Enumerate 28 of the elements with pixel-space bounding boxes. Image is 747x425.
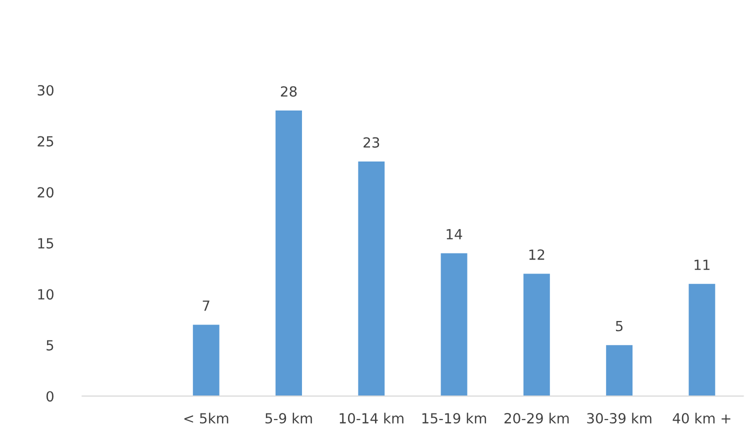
y-tick-label: 15 (38, 238, 54, 249)
data-label: 7 (202, 300, 210, 311)
bar (440, 253, 468, 396)
bar (276, 110, 302, 396)
x-tick-label: 20-29 km (504, 412, 569, 424)
x-tick-label: 30-39 km (587, 412, 652, 424)
bar (688, 284, 716, 396)
x-tick-label: 10-14 km (340, 412, 404, 424)
data-label: 5 (616, 320, 623, 332)
y-tick-label: 0 (46, 391, 54, 402)
bar (192, 324, 220, 396)
y-tick-label: 5 (46, 340, 54, 351)
y-tick-label: 20 (38, 187, 54, 198)
bar (606, 345, 633, 396)
y-tick-label: 30 (38, 85, 54, 96)
y-tick-label: 25 (38, 136, 54, 147)
data-label: 11 (694, 260, 710, 270)
bar (358, 162, 385, 396)
x-tick-label: 40 km + (672, 412, 730, 424)
data-label: 28 (280, 86, 297, 97)
y-tick-label: 10 (38, 289, 54, 300)
data-label: 12 (529, 249, 544, 260)
x-tick-label: 15-19 km (422, 412, 486, 424)
data-label: 23 (364, 137, 380, 148)
bar (523, 274, 550, 396)
x-tick-label: < 5km (184, 412, 228, 424)
data-label: 14 (446, 229, 462, 240)
x-tick-label: 5-9 km (266, 412, 312, 424)
